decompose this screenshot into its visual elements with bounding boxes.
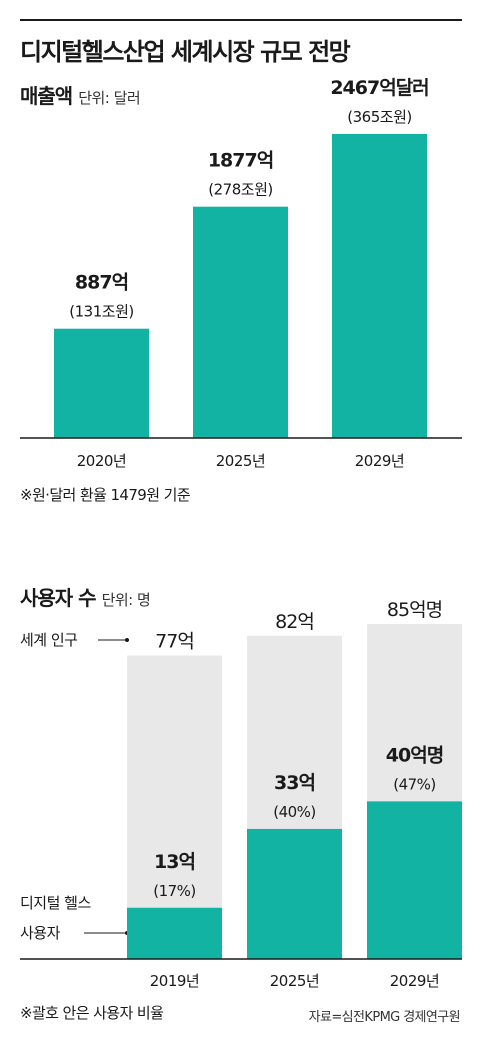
revenue-sub-label: (131조원) [69, 303, 133, 321]
revenue-bar [193, 206, 288, 438]
users-title: 사용자 수 [20, 586, 97, 610]
digital-user-share-label: (47%) [393, 775, 436, 793]
world-pop-leader-dot [125, 638, 129, 642]
revenue-value-label: 2467억달러 [330, 77, 428, 99]
digital-user-label-line2: 사용자 [20, 924, 61, 942]
revenue-title: 매출액 [20, 84, 73, 108]
revenue-category-label: 2025년 [216, 452, 265, 470]
digital-user-share-label: (17%) [153, 882, 196, 900]
digital-user-label: 40억명 [386, 744, 443, 766]
revenue-section-title: 매출액 단위: 달러 [20, 80, 141, 109]
users-category-label: 2029년 [390, 972, 439, 990]
world-population-label: 85억명 [387, 599, 442, 621]
revenue-unit-label: 단위: 달러 [78, 89, 141, 107]
digital-user-bar [367, 801, 462, 959]
page-title: 디지털헬스산업 세계시장 규모 전망 [20, 38, 351, 66]
world-pop-label: 세계 인구 [20, 631, 77, 649]
digital-user-label-line1: 디지털 헬스 [20, 894, 91, 912]
users-category-label: 2019년 [150, 972, 199, 990]
world-population-label: 77억 [155, 631, 194, 653]
users-category-label: 2025년 [270, 972, 319, 990]
users-chart: 세계 인구 디지털 헬스 사용자 77억 13억 (17%) 2019년 82억 33억 (… [20, 599, 462, 990]
users-section-title: 사용자 수 단위: 명 [20, 582, 151, 611]
revenue-sub-label: (365조원) [347, 108, 411, 126]
digital-user-label: 13억 [154, 851, 195, 873]
revenue-bar [54, 328, 149, 438]
revenue-note: ※원·달러 환율 1479원 기준 [20, 486, 191, 504]
users-unit-label: 단위: 명 [101, 591, 151, 609]
digital-user-label: 33억 [274, 772, 315, 794]
users-note: ※괄호 안은 사용자 비율 [20, 1004, 164, 1022]
title-rule [20, 19, 462, 21]
revenue-category-label: 2029년 [355, 452, 404, 470]
revenue-bar [332, 134, 427, 438]
revenue-value-label: 1877억 [208, 150, 273, 172]
revenue-value-label: 887억 [75, 272, 128, 294]
revenue-category-label: 2020년 [77, 452, 126, 470]
source-credit: 자료=심전KPMG 경제연구원 [308, 1010, 461, 1025]
world-population-label: 82억 [275, 611, 314, 633]
revenue-chart: 887억 (131조원) 2020년 1877억 (278조원) 2025년 2467억달러… [20, 77, 462, 470]
digital-user-share-label: (40%) [273, 803, 316, 821]
digital-user-bar [127, 907, 222, 959]
revenue-sub-label: (278조원) [208, 181, 272, 199]
digital-user-bar [247, 828, 342, 959]
